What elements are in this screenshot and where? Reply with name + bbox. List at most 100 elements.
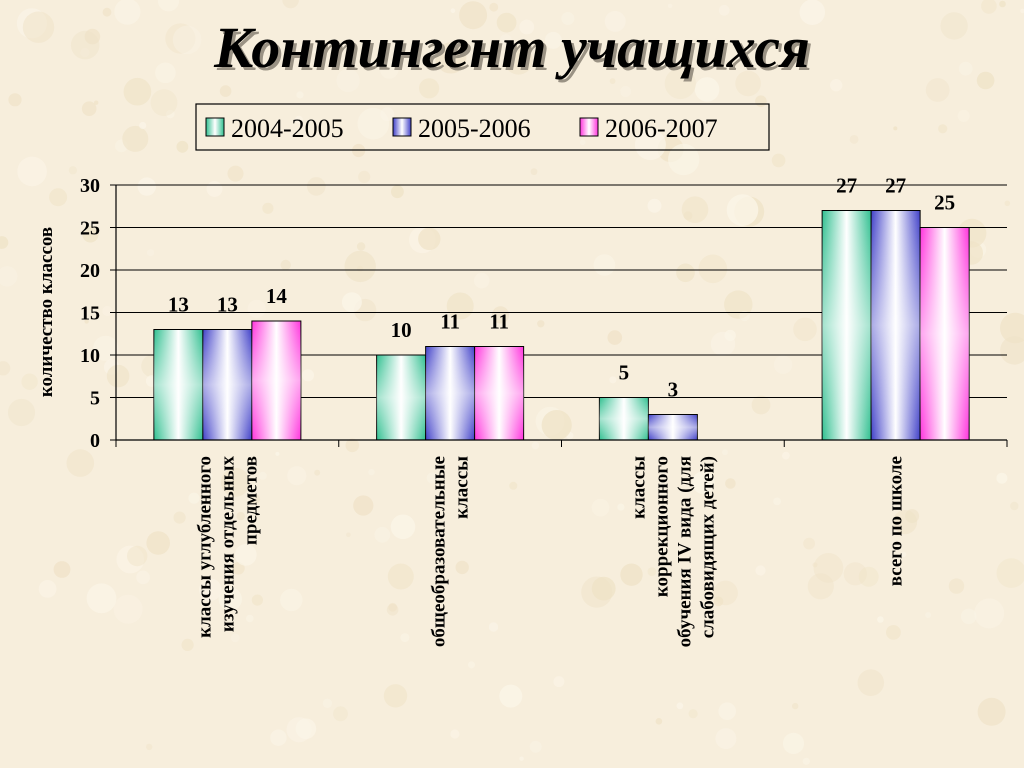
texture-spot bbox=[900, 551, 907, 558]
texture-spot bbox=[49, 188, 68, 207]
texture-spot bbox=[312, 47, 319, 54]
texture-spot bbox=[617, 503, 625, 511]
texture-spot bbox=[751, 395, 771, 415]
texture-spot bbox=[496, 12, 517, 33]
texture-spot bbox=[667, 3, 673, 9]
texture-spot bbox=[892, 509, 918, 535]
texture-spot bbox=[388, 602, 398, 612]
texture-spot bbox=[275, 451, 280, 456]
texture-spot bbox=[996, 558, 1024, 588]
texture-spot bbox=[38, 580, 57, 598]
texture-spot bbox=[336, 68, 360, 93]
texture-spot bbox=[280, 259, 291, 271]
texture-spot bbox=[491, 306, 510, 324]
texture-spot bbox=[53, 561, 71, 578]
texture-spot bbox=[221, 467, 250, 497]
texture-spot bbox=[280, 588, 303, 612]
bar-shine bbox=[648, 414, 698, 440]
texture-spot bbox=[232, 562, 245, 575]
texture-spot bbox=[604, 10, 626, 32]
texture-spot bbox=[188, 492, 200, 504]
texture-spot bbox=[450, 8, 456, 14]
category-label-line: коррекционного bbox=[651, 456, 672, 597]
texture-spot bbox=[782, 732, 805, 755]
texture-spot bbox=[938, 124, 948, 134]
texture-spot bbox=[236, 511, 245, 521]
texture-spot bbox=[857, 669, 885, 696]
texture-spot bbox=[333, 706, 348, 722]
texture-spot bbox=[139, 121, 147, 130]
texture-spot bbox=[296, 91, 304, 99]
category-label: классы коррекционного обучения IV вида (дл… bbox=[628, 456, 718, 647]
data-label: 27 bbox=[885, 174, 906, 198]
texture-spot bbox=[974, 598, 1005, 629]
texture-spot bbox=[799, 0, 826, 25]
data-label: 25 bbox=[934, 191, 955, 215]
texture-spot bbox=[345, 438, 360, 453]
data-labels: 13 13 14 10 11 11 5 3 27 27 25 bbox=[168, 174, 955, 402]
texture-spot bbox=[113, 594, 143, 624]
texture-spot bbox=[157, 0, 180, 12]
legend-swatch bbox=[579, 117, 599, 137]
texture-spot bbox=[418, 227, 441, 251]
texture-spot bbox=[1010, 501, 1019, 511]
category-label-line: предметов bbox=[240, 456, 261, 545]
texture-spot bbox=[893, 126, 898, 131]
texture-spot bbox=[996, 472, 1008, 484]
texture-spot bbox=[925, 78, 950, 102]
y-tick-label: 0 bbox=[90, 430, 100, 452]
texture-spot bbox=[537, 320, 545, 328]
texture-spot bbox=[691, 471, 715, 494]
texture-spot bbox=[137, 177, 156, 196]
texture-spot bbox=[849, 135, 859, 144]
texture-spot bbox=[676, 263, 695, 283]
category-label-line: обучения IV вида (для bbox=[674, 456, 695, 647]
texture-spot bbox=[455, 560, 469, 575]
bars bbox=[153, 210, 970, 441]
texture-spot bbox=[391, 185, 404, 199]
texture-spot bbox=[529, 740, 542, 753]
legend-label: 2006-2007 bbox=[605, 114, 718, 143]
legend-swatch bbox=[205, 117, 225, 137]
texture-spot bbox=[230, 633, 240, 643]
texture-spot bbox=[294, 115, 303, 124]
bar-shine bbox=[251, 321, 301, 440]
texture-spot bbox=[793, 317, 817, 342]
texture-spot bbox=[172, 25, 202, 55]
texture-spot bbox=[80, 47, 90, 58]
category-label-line: классы углубленного bbox=[194, 456, 215, 638]
texture-spot bbox=[647, 567, 657, 576]
texture-spot bbox=[219, 85, 232, 97]
bar bbox=[919, 227, 970, 441]
texture-spot bbox=[246, 614, 254, 623]
texture-spot bbox=[84, 28, 101, 45]
texture-spot bbox=[519, 19, 535, 35]
texture-spot bbox=[843, 562, 867, 586]
texture-spot bbox=[227, 165, 244, 182]
texture-spot bbox=[127, 545, 148, 567]
texture-spot bbox=[346, 532, 351, 538]
texture-spot bbox=[976, 71, 995, 90]
texture-spot bbox=[771, 153, 786, 168]
texture-spot bbox=[353, 495, 374, 516]
bar bbox=[251, 320, 302, 441]
texture-spot bbox=[358, 170, 371, 183]
data-label: 11 bbox=[440, 310, 460, 334]
texture-spot bbox=[773, 355, 793, 374]
texture-spot bbox=[620, 86, 632, 97]
legend-swatch bbox=[392, 117, 412, 137]
texture-spot bbox=[270, 729, 287, 746]
texture-spot bbox=[726, 194, 759, 226]
texture-spot bbox=[579, 139, 586, 146]
texture-spot bbox=[146, 531, 170, 555]
texture-spot bbox=[383, 684, 408, 708]
bar bbox=[153, 329, 204, 441]
texture-spot bbox=[86, 583, 117, 614]
texture-spot bbox=[8, 93, 22, 107]
texture-spot bbox=[165, 23, 196, 54]
texture-spot bbox=[544, 31, 562, 49]
bar bbox=[202, 329, 253, 441]
texture-spot bbox=[390, 514, 416, 540]
texture-spot bbox=[812, 562, 818, 568]
texture-spot bbox=[541, 410, 572, 441]
